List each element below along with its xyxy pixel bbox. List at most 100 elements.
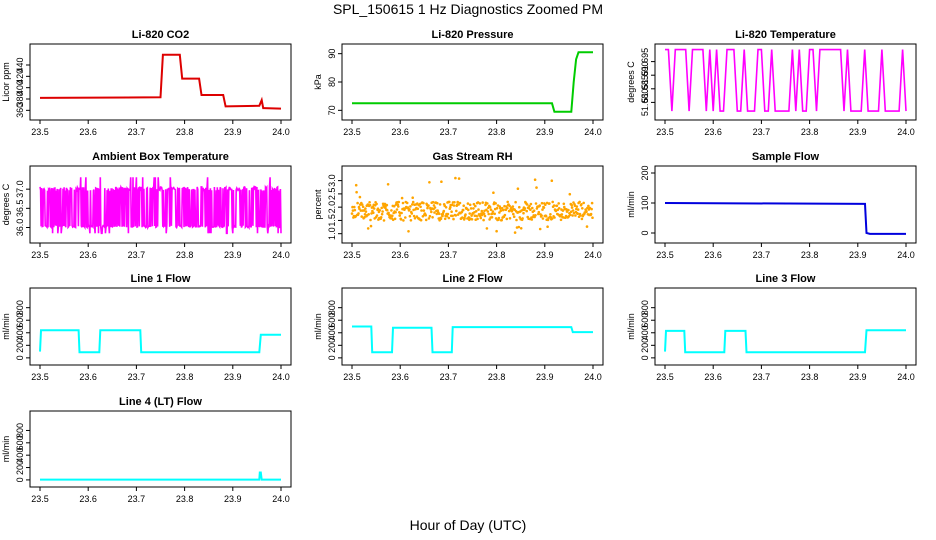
data-point [516,187,520,190]
data-point [548,202,551,205]
data-point [540,201,544,205]
data-point [448,200,451,204]
data-point [557,207,561,210]
data-point [450,210,453,213]
series-line [40,471,281,481]
data-point [436,201,439,205]
data-point [358,207,361,210]
y-tick-label: 0 [15,477,25,482]
data-point [570,203,573,207]
data-point [587,204,590,208]
data-point [561,209,565,212]
y-tick-label: 1.5 [327,214,337,227]
x-tick-label: 23.7 [440,127,458,137]
data-point [563,205,566,209]
x-tick-label: 23.8 [801,127,819,137]
x-tick-label: 23.5 [31,494,49,504]
data-point [411,196,415,199]
data-point [457,177,461,180]
data-point [399,218,403,221]
x-tick-label: 23.6 [79,494,97,504]
panel-title: Li-820 CO2 [132,29,189,41]
y-tick-label: 200 [640,338,650,353]
series-line [39,53,282,110]
data-point [544,203,547,206]
data-point [366,227,370,230]
data-point [398,214,402,217]
x-tick-label: 23.7 [440,372,458,382]
y-tick-label: 90 [327,49,337,59]
panel-10: Line 4 (LT) Flow ml/min 23.5 23.6 23.7 23.8 23… [1,396,292,504]
data-point [368,201,371,204]
data-point [467,208,470,212]
y-tick-label: 600 [15,435,25,450]
data-point [401,201,405,205]
data-point [461,216,464,219]
data-point [397,200,401,204]
data-point [368,203,372,207]
y-tick-label: 0 [15,355,25,360]
series-line [352,325,593,354]
data-point [470,218,474,221]
data-point [512,212,515,216]
data-point [424,218,428,222]
data-point [364,207,367,210]
data-point [499,209,503,212]
y-tick-label: 200 [15,338,25,353]
y-axis-label: degrees C [626,61,636,103]
data-point [407,230,410,233]
data-point [408,214,412,218]
data-point [400,211,403,215]
data-point [466,202,470,205]
y-tick-label: 80 [327,77,337,87]
x-tick-label: 23.9 [224,250,242,260]
x-tick-label: 23.6 [704,372,722,382]
data-point [392,204,396,208]
data-point [468,203,472,207]
data-point [493,212,497,216]
panel-9: Line 3 Flow ml/min 23.5 23.6 23.7 23.8 23.9 24.… [626,273,917,382]
data-point [427,217,431,220]
data-point [538,227,542,231]
x-tick-label: 24.0 [272,250,290,260]
y-axis-label: ml/min [626,313,636,340]
x-tick-label: 23.8 [176,494,194,504]
plot-frame [29,287,292,366]
x-tick-label: 23.9 [536,250,554,260]
data-point [574,214,577,217]
data-point [372,211,375,215]
x-tick-label: 23.8 [176,127,194,137]
data-point [591,216,594,219]
data-point [494,202,498,205]
panel-2: Li-820 Pressure kPa 23.5 23.6 23.7 23.8 23.9 24… [313,29,604,137]
data-point [495,229,498,233]
x-tick-label: 24.0 [584,127,602,137]
y-tick-label: 100 [640,195,650,210]
x-tick-label: 23.9 [224,372,242,382]
data-point [386,183,390,186]
data-point [447,216,451,220]
x-tick-label: 23.9 [224,127,242,137]
plot-frame [341,287,604,366]
data-point [475,214,479,218]
y-tick-label: 36.0 [15,219,25,237]
y-tick-label: 400 [15,448,25,463]
panel-title: Line 3 Flow [756,273,816,285]
x-tick-label: 23.5 [31,127,49,137]
data-point [476,217,479,221]
series-line [39,329,281,354]
x-tick-label: 24.0 [272,127,290,137]
data-point [393,217,397,221]
data-point [482,212,486,215]
data-point [404,216,407,219]
x-tick-label: 23.7 [440,250,458,260]
series-line [352,51,593,113]
data-point [529,208,532,211]
data-point [498,211,501,214]
x-tick-label: 24.0 [897,372,915,382]
data-point [406,206,410,209]
x-tick-label: 23.7 [753,127,771,137]
series-line [39,177,282,235]
data-point [390,209,393,212]
data-point [375,214,379,217]
